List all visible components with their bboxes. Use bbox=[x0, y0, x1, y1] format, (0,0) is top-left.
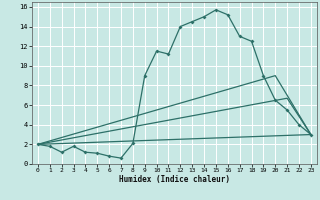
X-axis label: Humidex (Indice chaleur): Humidex (Indice chaleur) bbox=[119, 175, 230, 184]
